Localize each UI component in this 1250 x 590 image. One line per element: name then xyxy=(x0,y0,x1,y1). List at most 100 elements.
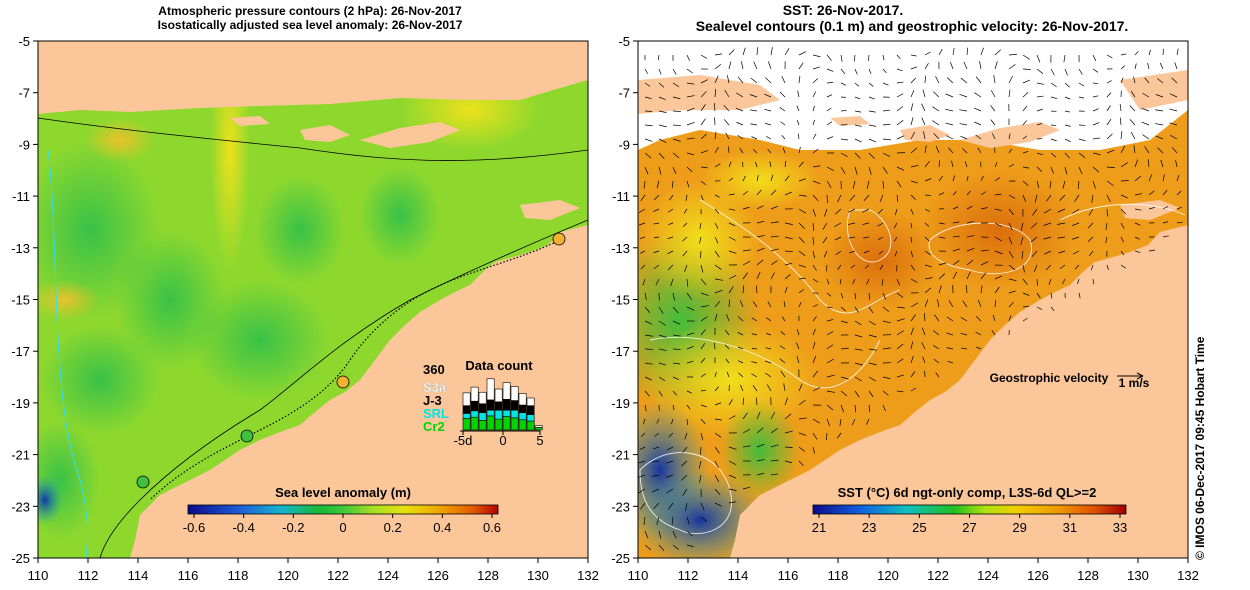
velocity-arrow xyxy=(1008,208,1014,216)
velocity-arrow xyxy=(1106,92,1112,98)
velocity-arrow xyxy=(755,397,758,406)
colorbar-tick-label: -0.6 xyxy=(183,520,205,535)
velocity-arrow xyxy=(766,333,772,336)
velocity-arrow xyxy=(826,121,833,126)
velocity-arrow xyxy=(728,299,730,308)
tide-gauge-markers xyxy=(336,232,566,389)
velocity-arrow xyxy=(1162,190,1168,196)
right-map xyxy=(638,41,1188,558)
velocity-arrow xyxy=(639,236,646,239)
velocity-arrow xyxy=(973,107,982,112)
data-count-bars xyxy=(462,378,543,431)
velocity-arrow xyxy=(894,208,898,216)
velocity-arrow xyxy=(840,390,848,397)
velocity-arrow xyxy=(826,166,834,171)
velocity-arrow xyxy=(756,459,765,462)
velocity-arrow xyxy=(1022,120,1027,126)
data-count-bar-s3a xyxy=(510,386,519,401)
velocity-arrow xyxy=(728,488,737,491)
y-tick-label: -19 xyxy=(11,396,30,411)
velocity-arrow xyxy=(966,271,971,280)
velocity-arrow xyxy=(686,306,695,311)
velocity-arrow xyxy=(1175,160,1178,168)
velocity-arrow xyxy=(960,332,968,336)
velocity-arrow xyxy=(682,488,688,496)
velocity-arrow xyxy=(1074,264,1080,270)
velocity-arrow xyxy=(1091,194,1094,203)
velocity-arrow xyxy=(1022,194,1026,202)
velocity-arrow xyxy=(1045,264,1052,271)
velocity-arrow xyxy=(665,474,674,478)
velocity-arrow xyxy=(849,194,856,202)
velocity-arrow xyxy=(640,194,646,202)
velocity-arrow xyxy=(1064,110,1071,113)
y-tick-label: -7 xyxy=(618,86,630,101)
velocity-arrow xyxy=(742,260,751,266)
velocity-arrow xyxy=(714,289,723,294)
velocity-arrow xyxy=(728,208,736,211)
velocity-arrow xyxy=(780,370,786,378)
velocity-arrow xyxy=(756,235,765,238)
velocity-arrow xyxy=(848,236,856,239)
velocity-arrow xyxy=(1106,149,1115,154)
velocity-arrow xyxy=(882,320,891,324)
velocity-arrow xyxy=(910,341,914,350)
y-tick-label: -23 xyxy=(11,499,30,514)
data-count-bar-srl xyxy=(494,409,503,420)
velocity-arrow xyxy=(682,222,688,228)
velocity-arrow xyxy=(643,180,646,189)
velocity-arrow xyxy=(1130,131,1136,140)
velocity-arrow xyxy=(1050,306,1055,312)
velocity-arrow xyxy=(836,432,842,439)
data-count-bar-s3a xyxy=(526,397,535,406)
velocity-arrow xyxy=(638,460,646,464)
data-count-bar-j3 xyxy=(462,405,471,414)
colorbar-tick-label: 27 xyxy=(962,520,976,535)
y-tick-label: -25 xyxy=(611,551,630,566)
velocity-arrow xyxy=(700,389,707,392)
data-count-bar-srl xyxy=(478,412,487,421)
velocity-arrow xyxy=(784,274,791,280)
velocity-arrow xyxy=(742,272,748,280)
velocity-arrow xyxy=(644,292,647,301)
velocity-arrow xyxy=(1022,91,1029,98)
velocity-arrow xyxy=(893,222,898,229)
velocity-arrow xyxy=(737,134,744,140)
indonesia-islands xyxy=(38,41,588,220)
sst-colorbar xyxy=(812,504,1127,515)
velocity-arrow xyxy=(1134,208,1142,211)
velocity-arrow xyxy=(1057,236,1066,239)
velocity-arrow xyxy=(868,390,874,398)
velocity-arrow xyxy=(910,302,918,308)
velocity-arrow xyxy=(742,412,748,420)
velocity-arrow xyxy=(966,248,975,252)
velocity-arrow xyxy=(1044,250,1052,255)
velocity-arrow xyxy=(686,68,693,74)
velocity-arrow xyxy=(639,222,646,226)
velocity-arrow xyxy=(770,174,774,182)
velocity-arrow xyxy=(1088,250,1094,257)
sla-colorbar-ticks: -0.6 -0.4 -0.2 0 0.2 0.4 0.6 xyxy=(183,514,501,535)
velocity-arrow xyxy=(938,236,946,239)
velocity-arrow xyxy=(812,304,818,308)
velocity-arrow xyxy=(896,358,904,364)
velocity-arrow xyxy=(728,161,732,168)
data-count-bar-cr2 xyxy=(462,418,471,431)
velocity-arrow xyxy=(658,390,663,397)
velocity-arrow xyxy=(756,205,764,210)
velocity-arrow xyxy=(952,175,955,182)
velocity-arrow xyxy=(868,376,876,382)
x-tick-label: 128 xyxy=(1077,568,1099,583)
velocity-arrow xyxy=(700,446,702,455)
x-tick-label: 118 xyxy=(228,568,249,583)
velocity-arrow xyxy=(868,110,876,113)
velocity-arrow xyxy=(994,300,997,308)
velocity-arrow xyxy=(1090,264,1094,271)
x-tick-label: 130 xyxy=(527,568,549,583)
velocity-arrow xyxy=(966,221,974,224)
velocity-arrow xyxy=(826,68,834,72)
y-tick-label: -11 xyxy=(612,189,630,204)
velocity-arrow xyxy=(658,110,667,113)
velocity-arrow xyxy=(1134,175,1142,182)
